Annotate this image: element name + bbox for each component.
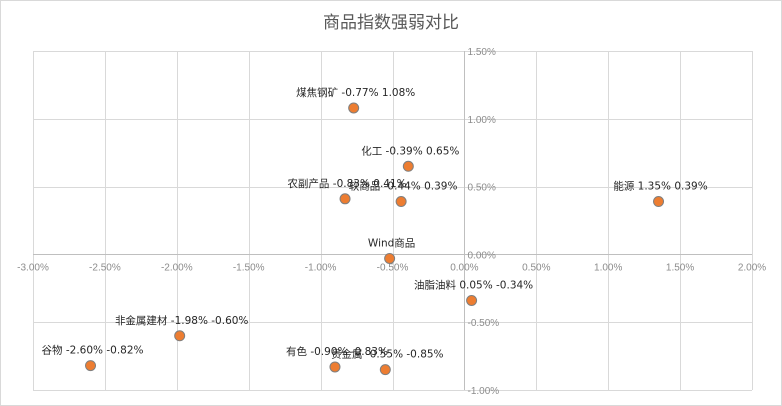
- axis-layer: [33, 51, 752, 390]
- y-tick-label: -0.50%: [468, 318, 500, 329]
- data-point: [85, 360, 97, 372]
- data-label: 贵金属 -0.55% -0.85%: [331, 348, 443, 361]
- data-point: [466, 295, 478, 307]
- x-tick-label: 0.50%: [522, 263, 550, 274]
- x-tick-label: -2.00%: [161, 263, 193, 274]
- x-tick-label: -1.00%: [305, 263, 337, 274]
- data-label: 油脂油料 0.05% -0.34%: [414, 279, 533, 292]
- data-points: [85, 102, 665, 376]
- x-tick-label: 2.00%: [738, 263, 766, 274]
- x-tick-label: 1.00%: [594, 263, 622, 274]
- data-label: 软商品 -0.44% 0.39%: [349, 180, 458, 193]
- data-point: [395, 196, 407, 208]
- y-tick-label: -1.00%: [468, 386, 500, 397]
- y-tick-label: 0.50%: [468, 183, 496, 194]
- data-label: 煤焦钢矿 -0.77% 1.08%: [296, 86, 415, 99]
- data-point: [174, 330, 186, 342]
- data-labels: 煤焦钢矿 -0.77% 1.08% 化工 -0.39% 0.65% 农副产品 -0.…: [42, 86, 708, 361]
- data-label: 农副产品 -0.83% 0.41%: [287, 177, 406, 190]
- data-label: 非金属建材 -1.98% -0.60%: [115, 314, 248, 327]
- y-tick-label: 1.00%: [468, 115, 496, 126]
- tick-labels: -3.00% -2.50% -2.00% -1.50% -1.00% -0.50% 0.00…: [17, 47, 766, 397]
- data-label: 化工 -0.39% 0.65%: [361, 144, 459, 157]
- data-label: 有色 -0.90% -0.83%: [286, 345, 388, 358]
- grid-layer: [33, 51, 753, 391]
- y-tick-label: 0.00%: [468, 250, 496, 261]
- data-label: 谷物 -2.60% -0.82%: [42, 344, 144, 357]
- data-point: [402, 160, 414, 172]
- data-point: [329, 361, 341, 373]
- data-point: [348, 102, 360, 114]
- x-tick-label: 1.50%: [666, 263, 694, 274]
- x-tick-label: 0.00%: [450, 263, 478, 274]
- x-tick-label: -2.50%: [89, 263, 121, 274]
- data-point: [653, 196, 665, 208]
- x-tick-label: -3.00%: [17, 263, 49, 274]
- x-tick-label: -1.50%: [233, 263, 265, 274]
- chart-title: 商品指数强弱对比: [323, 13, 459, 33]
- data-point: [384, 252, 396, 264]
- y-tick-label: 1.50%: [468, 47, 496, 58]
- data-label: 能源 1.35% 0.39%: [613, 180, 707, 193]
- data-point: [379, 364, 391, 376]
- x-tick-label: -0.50%: [377, 263, 409, 274]
- data-point: [339, 193, 351, 205]
- data-label: Wind商品: [368, 236, 415, 249]
